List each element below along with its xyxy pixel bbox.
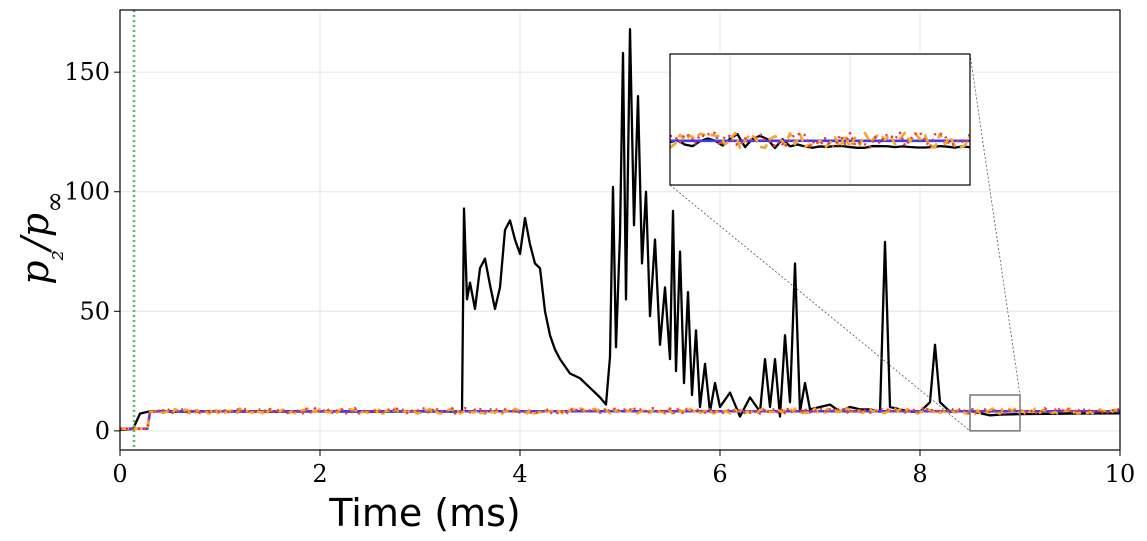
inset-frame <box>669 53 971 186</box>
y-tick-label: 150 <box>64 58 110 86</box>
zoom-region-box <box>969 394 1021 432</box>
y-tick-label: 0 <box>95 417 110 445</box>
inset-background <box>670 54 970 185</box>
series-layer <box>120 10 1120 450</box>
zoom-connector-right <box>969 53 1021 396</box>
series-line-3 <box>670 131 970 150</box>
x-tick-label: 2 <box>312 460 327 488</box>
x-axis-title: Time (ms) <box>328 491 521 535</box>
x-tick-label: 8 <box>912 460 927 488</box>
series-line-3 <box>120 407 1120 431</box>
x-tick-label: 10 <box>1105 460 1136 488</box>
x-tick-label: 6 <box>712 460 727 488</box>
x-tick-label: 0 <box>112 460 127 488</box>
y-tick-label: 50 <box>79 297 110 325</box>
inset-plot <box>669 53 971 186</box>
series-line-4 <box>120 406 1120 431</box>
y-tick-label: 100 <box>64 178 110 206</box>
y-axis-title: p₂/p∞ <box>13 191 70 285</box>
zoom-connector-left <box>669 184 971 432</box>
zoom-indicator <box>669 53 1021 432</box>
inset-series-layer <box>670 131 970 150</box>
x-tick-label: 4 <box>512 460 527 488</box>
plot-frame <box>119 9 1121 451</box>
